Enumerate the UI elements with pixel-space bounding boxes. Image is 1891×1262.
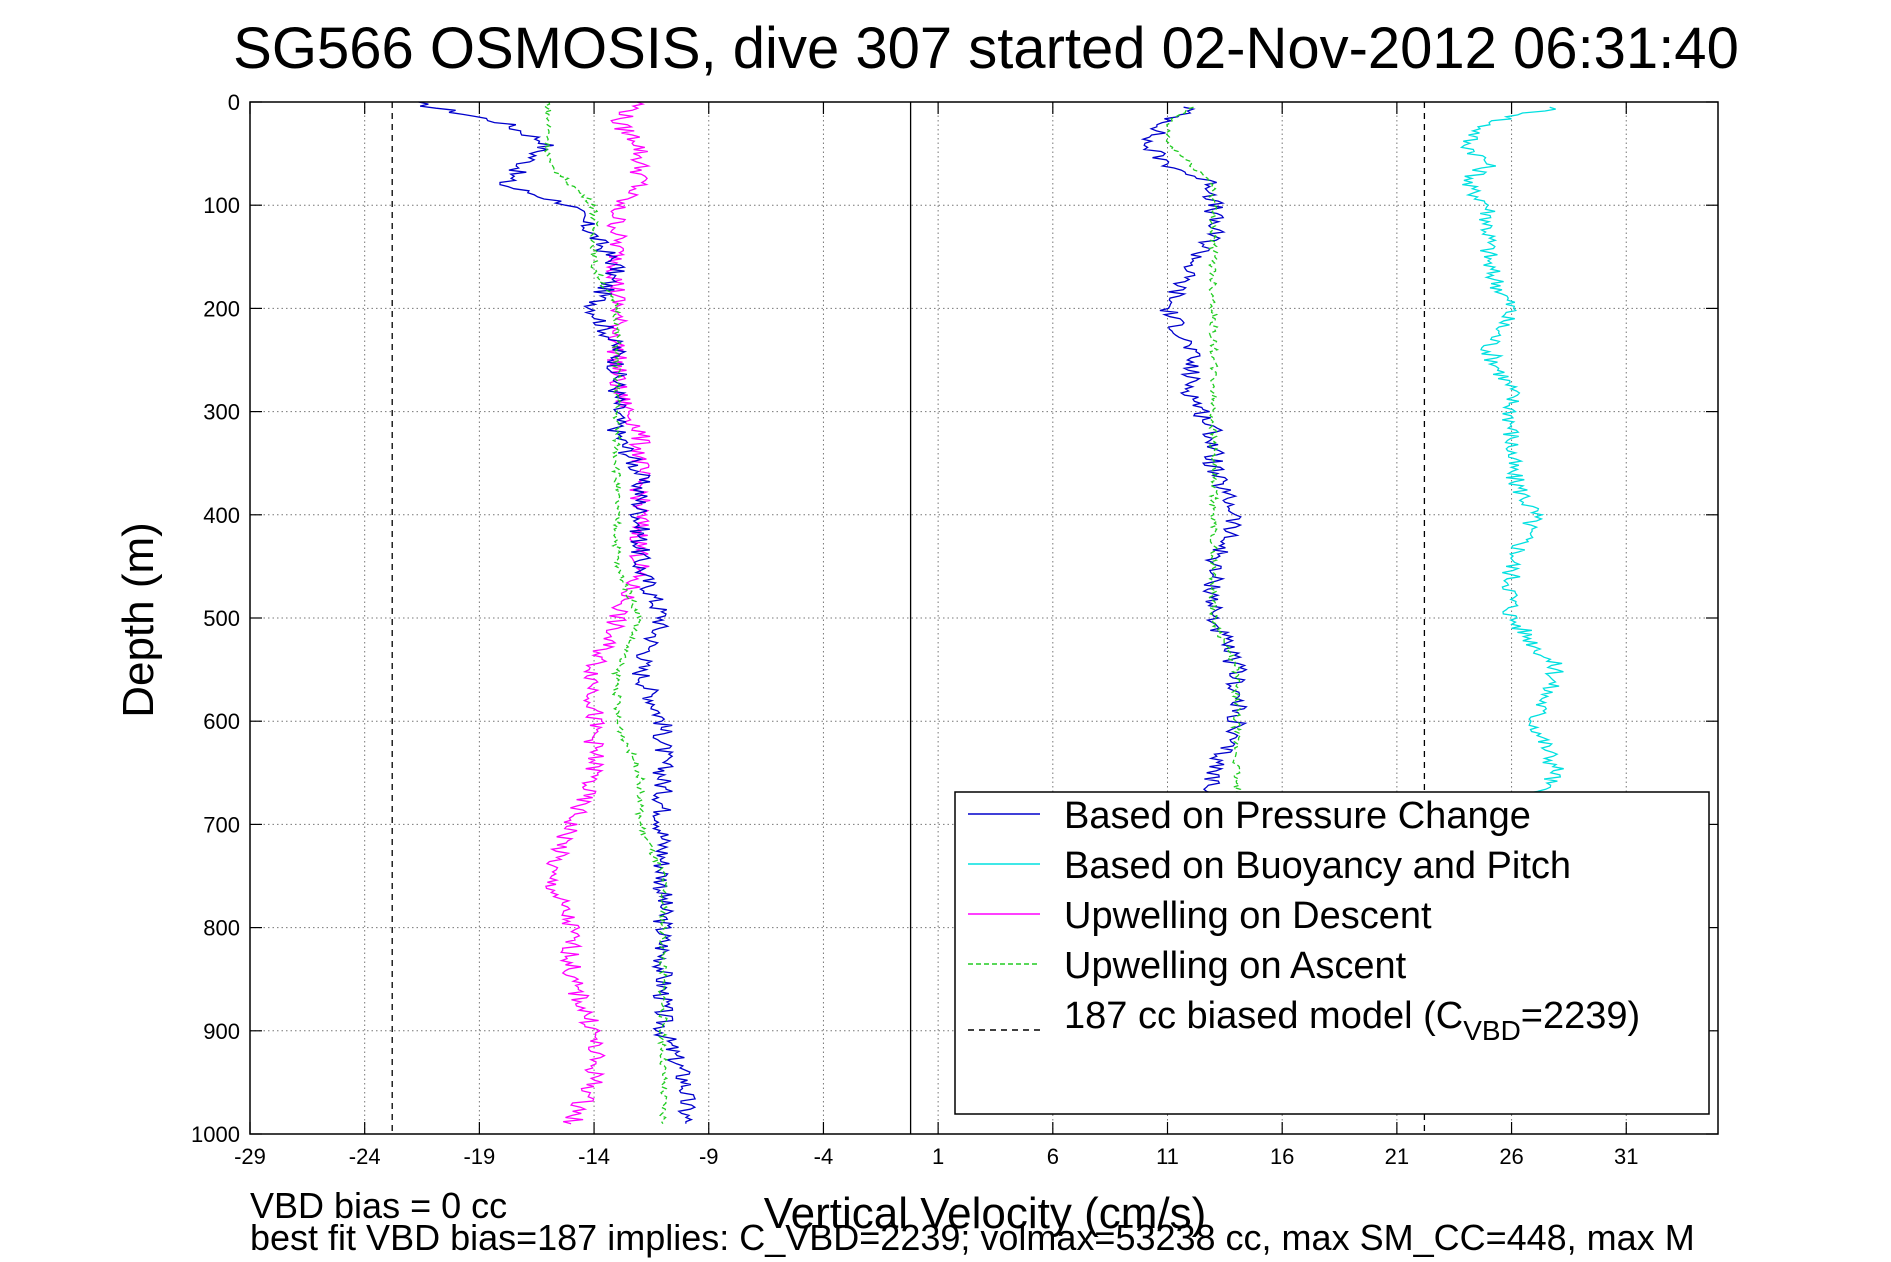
y-tick-label: 700 bbox=[203, 812, 240, 837]
footer-bias-note: VBD bias = 0 cc bbox=[250, 1185, 507, 1226]
x-tick-label: -19 bbox=[463, 1144, 495, 1169]
y-tick-label: 300 bbox=[203, 400, 240, 425]
series-line-3-1 bbox=[1164, 106, 1243, 796]
legend-label-1: Based on Buoyancy and Pitch bbox=[1064, 845, 1571, 887]
x-axis: -29 -24 -19 -14 -9 -4 1 6 11 16 21 26 31 bbox=[234, 102, 1638, 1169]
series-line-3-0 bbox=[542, 101, 669, 1125]
x-tick-label: -14 bbox=[578, 1144, 610, 1169]
x-tick-label: 11 bbox=[1156, 1144, 1179, 1169]
x-tick-label: 26 bbox=[1499, 1144, 1523, 1169]
x-tick-label: 31 bbox=[1614, 1144, 1638, 1169]
legend-box bbox=[954, 791, 1710, 1115]
legend-label-suffix: =2239) bbox=[1521, 995, 1640, 1037]
legend-label-2: Upwelling on Descent bbox=[1064, 895, 1432, 937]
legend-label-text: Upwelling on Ascent bbox=[1064, 945, 1407, 987]
legend-label-0: Based on Pressure Change bbox=[1064, 795, 1531, 837]
legend: Based on Pressure Change Based on Buoyanc… bbox=[954, 791, 1710, 1115]
y-tick-label: 500 bbox=[203, 606, 240, 631]
y-axis-title: Depth (m) bbox=[114, 522, 163, 718]
y-tick-label: 1000 bbox=[191, 1122, 240, 1147]
x-tick-label: -24 bbox=[349, 1144, 381, 1169]
legend-label-text: Based on Buoyancy and Pitch bbox=[1064, 845, 1571, 887]
x-tick-label: 21 bbox=[1385, 1144, 1409, 1169]
series-line-0-0 bbox=[418, 101, 697, 1124]
legend-label-text: 187 cc biased model (C bbox=[1064, 995, 1463, 1037]
x-tick-label: 6 bbox=[1047, 1144, 1059, 1169]
x-tick-label: -9 bbox=[699, 1144, 719, 1169]
y-tick-label: 0 bbox=[228, 90, 240, 115]
legend-label-text: Based on Pressure Change bbox=[1064, 795, 1531, 837]
y-tick-label: 400 bbox=[203, 503, 240, 528]
y-tick-label: 200 bbox=[203, 296, 240, 321]
y-axis: 0 100 200 300 400 500 600 700 800 900 1000 bbox=[191, 90, 1718, 1147]
x-tick-label: -4 bbox=[814, 1144, 834, 1169]
legend-label-subscript: VBD bbox=[1463, 1015, 1521, 1046]
legend-label-3: Upwelling on Ascent bbox=[1064, 945, 1407, 987]
series-line-2-0 bbox=[545, 101, 651, 1125]
legend-label-text: Upwelling on Descent bbox=[1064, 895, 1432, 937]
chart-title: SG566 OSMOSIS, dive 307 started 02-Nov-2… bbox=[233, 16, 1739, 81]
y-tick-label: 800 bbox=[203, 916, 240, 941]
x-axis-title: Vertical Velocity (cm/s) bbox=[764, 1189, 1207, 1238]
legend-label-4: 187 cc biased model (CVBD=2239) bbox=[1064, 995, 1640, 1046]
x-tick-label: 1 bbox=[932, 1144, 944, 1169]
y-tick-label: 600 bbox=[203, 709, 240, 734]
series-line-1-0 bbox=[1459, 106, 1564, 797]
series-line-0-1 bbox=[1140, 106, 1248, 796]
x-tick-label: 16 bbox=[1270, 1144, 1294, 1169]
y-tick-label: 900 bbox=[203, 1019, 240, 1044]
footer-fit-note: best fit VBD bias=187 implies: C_VBD=223… bbox=[250, 1217, 1695, 1258]
x-tick-label: -29 bbox=[234, 1144, 266, 1169]
y-tick-label: 100 bbox=[203, 193, 240, 218]
